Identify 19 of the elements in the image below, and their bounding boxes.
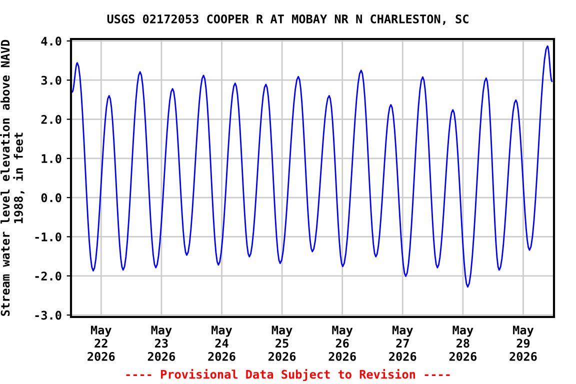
text: ---- Provisional Data Subject to Revision ---- (126, 368, 450, 382)
x-tick-label: May 24 2026 (208, 326, 236, 361)
x-tick-label: May 23 2026 (148, 326, 176, 361)
y-tick-label: 2.0 (41, 114, 62, 124)
x-tick-label: May 27 2026 (389, 326, 416, 361)
x-tick-label: May 25 2026 (268, 326, 296, 361)
y-tick-label: 4.0 (41, 36, 62, 46)
y-tick-label: -3.0 (35, 310, 62, 320)
x-tick-label: May 22 2026 (88, 326, 115, 361)
chart-title: USGS 02172053 COOPER R AT MOBAY NR N CHARLESTON, SC (107, 14, 468, 25)
y-tick-label: -1.0 (35, 232, 62, 242)
y-tick-label: -2.0 (35, 272, 62, 281)
y-tick-label: 0.0 (41, 193, 62, 202)
y-tick-label: 3.0 (41, 76, 62, 85)
x-tick-label: May 26 2026 (328, 326, 356, 361)
x-tick-label: May 29 2026 (510, 326, 537, 361)
y-axis-title: Stream water level elevation above NAVD 1988, in feet (0, 40, 24, 316)
x-tick-label: May 28 2026 (449, 326, 476, 361)
y-tick-label: 1.0 (42, 154, 62, 164)
